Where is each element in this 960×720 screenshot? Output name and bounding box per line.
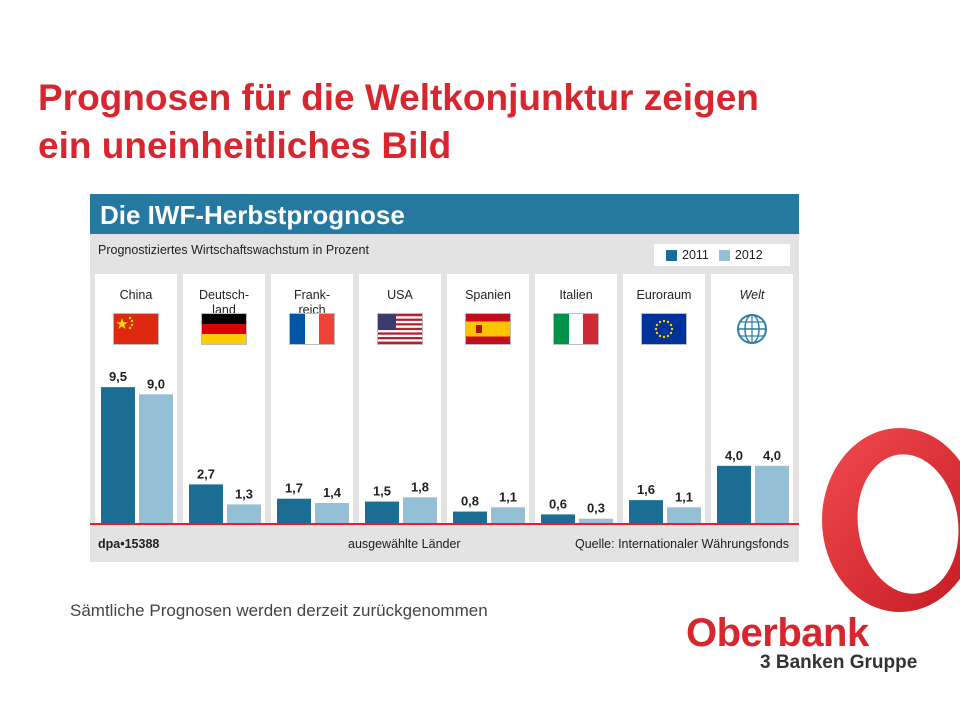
usa-flag-icon (377, 313, 423, 345)
bar-2011 (453, 511, 487, 523)
chart-header: Die IWF-Herbstprognose (90, 194, 799, 234)
bar-2011 (277, 498, 311, 523)
chart-subtitle: Prognostiziertes Wirtschaftswachstum in … (98, 243, 369, 257)
slide-title-line-1: Prognosen für die Weltkonjunktur zeigen (38, 77, 759, 118)
data-label-2012: 1,3 (235, 486, 253, 501)
data-label-2012: 1,1 (499, 489, 517, 504)
bar-2012 (315, 502, 349, 523)
chart-bars: 9,5 9,0 2,7 1,3 1,7 1,4 1,5 1,8 0,8 1,1 0,6 0,3 1,6 1… (101, 369, 789, 523)
bar-2012 (139, 394, 173, 523)
bar-2011 (101, 387, 135, 523)
category-label: Euroraum (636, 288, 692, 302)
data-label-2011: 1,7 (285, 481, 303, 496)
china-flag-icon (113, 313, 159, 345)
legend-swatch-2012 (718, 249, 730, 261)
data-label-2011: 9,5 (109, 369, 127, 384)
slide-title: Prognosen für die Weltkonjunktur zeigen … (38, 74, 898, 170)
germany-flag-icon (201, 313, 247, 345)
legend-item-2012: 2012 (718, 248, 763, 262)
italy-flag-icon (553, 313, 599, 345)
category-label: Welt (739, 288, 765, 302)
legend-item-2011: 2011 (666, 248, 709, 262)
data-label-2012: 1,8 (411, 479, 429, 494)
panel-usa: USA (359, 274, 441, 524)
bar-2012 (227, 504, 261, 523)
panel-deutschland: Deutsch-land (183, 274, 265, 524)
slide-caption: Sämtliche Prognosen werden derzeit zurüc… (70, 601, 488, 620)
bar-2012 (755, 465, 789, 523)
eu-flag-icon (641, 313, 687, 345)
france-flag-icon (289, 313, 335, 345)
category-label: Italien (559, 288, 593, 302)
panel-italien: Italien (535, 274, 617, 524)
data-label-2011: 0,8 (461, 494, 479, 509)
data-label-2011: 1,5 (373, 484, 391, 499)
data-label-2011: 2,7 (197, 466, 215, 481)
credit-label: dpa•15388 (98, 537, 160, 551)
chart-title: Die IWF-Herbstprognose (100, 200, 405, 230)
spain-flag-icon (465, 313, 511, 345)
logo-name: Oberbank (686, 611, 869, 655)
bar-2012 (403, 497, 437, 523)
oberbank-ring-logo (822, 428, 960, 612)
logo-tagline: 3 Banken Gruppe (760, 652, 918, 673)
bar-2011 (541, 514, 575, 523)
data-label-2012: 1,4 (323, 485, 342, 500)
slide-title-line-2: ein uneinheitliches Bild (38, 125, 452, 166)
category-label: Spanien (465, 288, 511, 302)
data-label-2012: 9,0 (147, 376, 165, 391)
bar-2011 (365, 501, 399, 523)
legend-swatch-2011 (666, 249, 677, 261)
panel-spanien: Spanien (447, 274, 529, 524)
bar-2011 (717, 465, 751, 523)
bar-2011 (629, 500, 663, 523)
category-label: China (119, 288, 153, 302)
globe-icon (729, 313, 775, 345)
bar-2012 (579, 518, 613, 523)
data-label-2011: 1,6 (637, 482, 655, 497)
category-label: USA (387, 288, 413, 302)
legend-label-2011: 2011 (682, 248, 709, 262)
chart-footer: dpa•15388 ausgewählte Länder Quelle: Int… (90, 532, 799, 556)
bar-2012 (491, 507, 525, 523)
data-label-2012: 1,1 (675, 489, 693, 504)
chart-graphic: Die IWF-Herbstprognose Prognostiziertes … (90, 194, 799, 562)
chart-baseline (90, 523, 799, 525)
panel-frankreich: Frank-reich (271, 274, 353, 524)
bar-2011 (189, 484, 223, 523)
bar-2012 (667, 507, 701, 523)
source-label: Quelle: Internationaler Währungsfonds (574, 537, 789, 551)
chart-legend: 2011 2012 (654, 244, 790, 266)
legend-label-2012: 2012 (734, 248, 763, 262)
x-axis-label: ausgewählte Länder (348, 537, 461, 551)
data-label-2011: 4,0 (725, 448, 743, 463)
data-label-2012: 4,0 (763, 448, 781, 463)
data-label-2011: 0,6 (549, 496, 567, 511)
data-label-2012: 0,3 (587, 501, 605, 516)
panel-euroraum: Euroraum (623, 274, 705, 524)
